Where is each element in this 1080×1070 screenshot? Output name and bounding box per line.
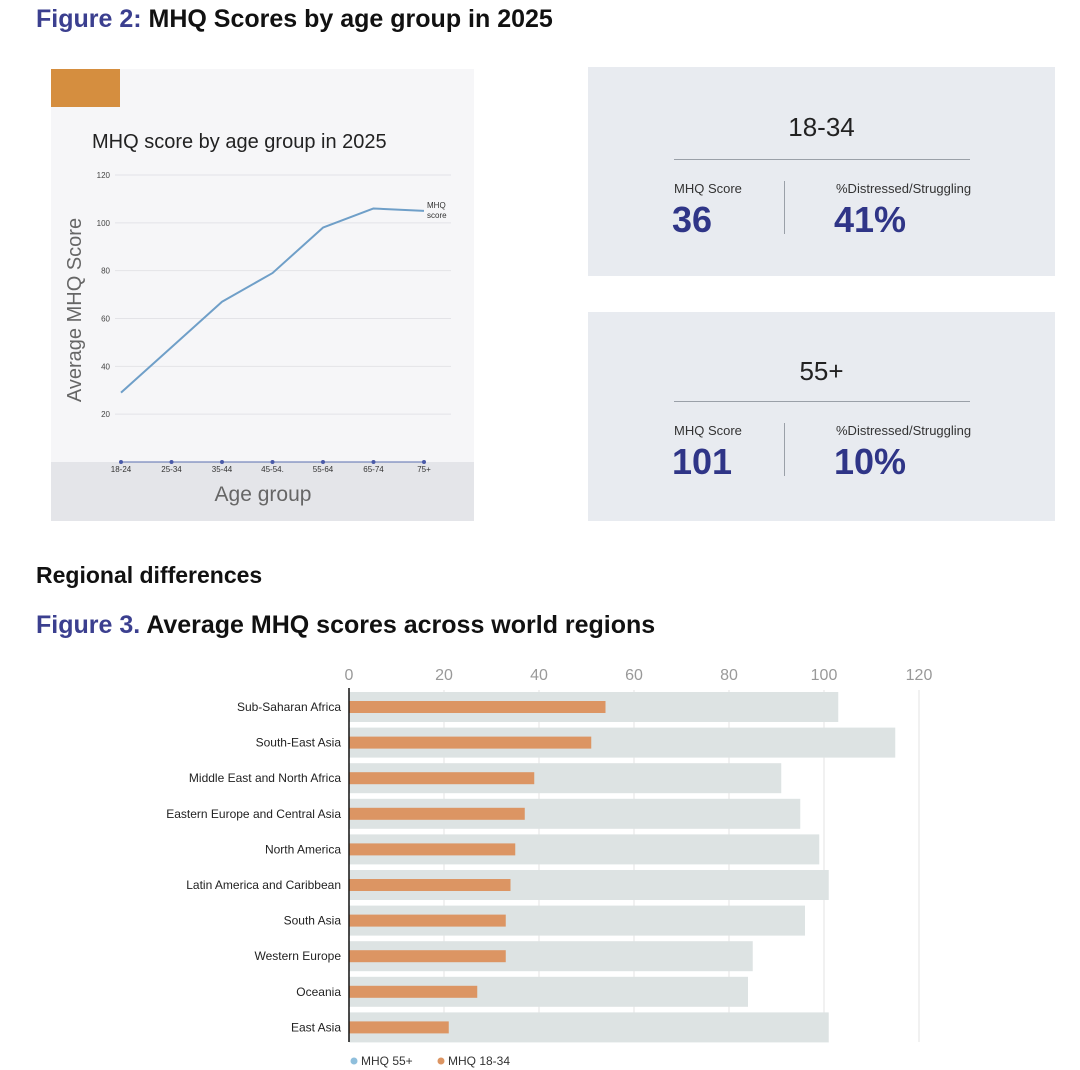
category-label: South-East Asia: [256, 736, 342, 750]
bar-mhq-18-34: [349, 985, 478, 998]
x-tick-label: 18-24: [111, 465, 132, 474]
x-tick-label: 60: [625, 667, 643, 684]
vertical-divider: [784, 423, 785, 476]
x-tick-dot: [321, 460, 325, 464]
y-tick-label: 80: [101, 267, 110, 276]
x-tick-label: 65-74: [363, 465, 384, 474]
x-axis-label: Age group: [215, 483, 312, 506]
bar-mhq-18-34: [349, 1021, 449, 1034]
section-heading: Regional differences: [36, 562, 263, 588]
x-tick-label: 100: [811, 667, 838, 684]
x-tick-dot: [371, 460, 376, 464]
x-tick-dot: [270, 460, 275, 464]
x-tick-dot: [422, 460, 426, 464]
x-tick-label: 45-54.: [261, 465, 284, 474]
mhq-score-label: MHQ Score: [674, 181, 742, 196]
x-tick-dot: [220, 460, 224, 464]
bar-mhq-18-34: [349, 701, 606, 713]
category-label: East Asia: [291, 1020, 341, 1034]
x-tick-label: 40: [530, 667, 548, 684]
x-tick-dot: [169, 460, 174, 464]
chart-title: MHQ score by age group in 2025: [92, 131, 387, 153]
bar-mhq-18-34: [349, 736, 592, 749]
category-label: Oceania: [296, 985, 341, 999]
mhq-score-value: 36: [672, 199, 713, 240]
age-line-chart: MHQ score by age group in 2025 20 40 60 80 10…: [64, 131, 451, 506]
figure3-title: Figure 3. Average MHQ scores across worl…: [36, 611, 655, 640]
bar-mhq-18-34: [349, 914, 506, 927]
y-tick-label: 20: [101, 410, 110, 419]
category-label: Sub-Saharan Africa: [237, 700, 341, 714]
group-label: 18-34: [788, 112, 855, 142]
figure3-title-text: Average MHQ scores across world regions: [146, 611, 656, 639]
category-label: Western Europe: [255, 949, 342, 963]
y-axis-label: Average MHQ Score: [64, 218, 86, 402]
y-tick-label: 40: [101, 362, 110, 371]
x-tick-label: 120: [906, 667, 933, 684]
x-tick-label: 80: [720, 667, 738, 684]
series-legend-label: score: [427, 211, 447, 220]
distressed-label: %Distressed/Struggling: [836, 423, 972, 438]
mhq-score-label: MHQ Score: [674, 423, 742, 438]
legend-label-18-34: MHQ 18-34: [448, 1054, 510, 1068]
region-bar-chart: 0 20 40 60 80 100 120 Sub-Saharan Africa South-E…: [166, 667, 933, 1068]
bar-mhq-18-34: [349, 807, 525, 820]
distressed-value: 10%: [834, 441, 907, 482]
figure2-number: Figure 2:: [36, 5, 142, 33]
accent-block: [51, 69, 120, 107]
stat-card-18-34: 18-34 MHQ Score 36 %Distressed/Strugglin…: [588, 67, 1055, 276]
vertical-divider: [784, 181, 785, 234]
stat-card-55-plus: 55+ MHQ Score 101 %Distressed/Struggling…: [588, 312, 1055, 521]
category-label: Eastern Europe and Central Asia: [166, 807, 341, 821]
legend-marker-18-34: [437, 1057, 445, 1065]
x-tick-label: 75+: [417, 465, 431, 474]
series-legend-label: MHQ: [427, 201, 446, 210]
category-label: Middle East and North Africa: [189, 771, 341, 785]
x-tick-label: 20: [435, 667, 453, 684]
group-label: 55+: [799, 356, 844, 386]
x-tick-label: 0: [345, 667, 354, 684]
figure3-number: Figure 3.: [36, 611, 141, 639]
x-tick-dot: [119, 460, 123, 464]
figure2-title: Figure 2: MHQ Scores by age group in 202…: [36, 5, 553, 34]
y-tick-label: 60: [101, 315, 110, 324]
mhq-score-line: [120, 207, 425, 394]
category-label: North America: [265, 842, 341, 856]
age-chart-panel: MHQ score by age group in 2025 20 40 60 80 10…: [51, 69, 474, 521]
figure2-title-text: MHQ Scores by age group in 2025: [148, 5, 553, 33]
legend-label-55-plus: MHQ 55+: [361, 1054, 413, 1068]
distressed-label: %Distressed/Struggling: [836, 181, 972, 196]
category-label: Latin America and Caribbean: [186, 878, 341, 892]
x-tick-label: 25-34: [161, 465, 182, 474]
x-tick-label: 35-44: [212, 465, 233, 474]
legend-marker-55-plus: [350, 1057, 358, 1065]
divider: [674, 159, 970, 160]
bar-mhq-18-34: [349, 843, 516, 856]
y-tick-label: 100: [97, 219, 111, 228]
mhq-score-value: 101: [672, 441, 733, 482]
bar-mhq-18-34: [349, 772, 535, 785]
chart-bottom-band: [51, 462, 474, 521]
x-tick-label: 55-64: [313, 465, 334, 474]
y-tick-label: 120: [97, 171, 111, 180]
category-label: South Asia: [284, 914, 342, 928]
bar-mhq-18-34: [349, 879, 511, 891]
distressed-value: 41%: [834, 199, 907, 240]
divider: [674, 401, 970, 402]
bar-mhq-18-34: [349, 950, 506, 963]
